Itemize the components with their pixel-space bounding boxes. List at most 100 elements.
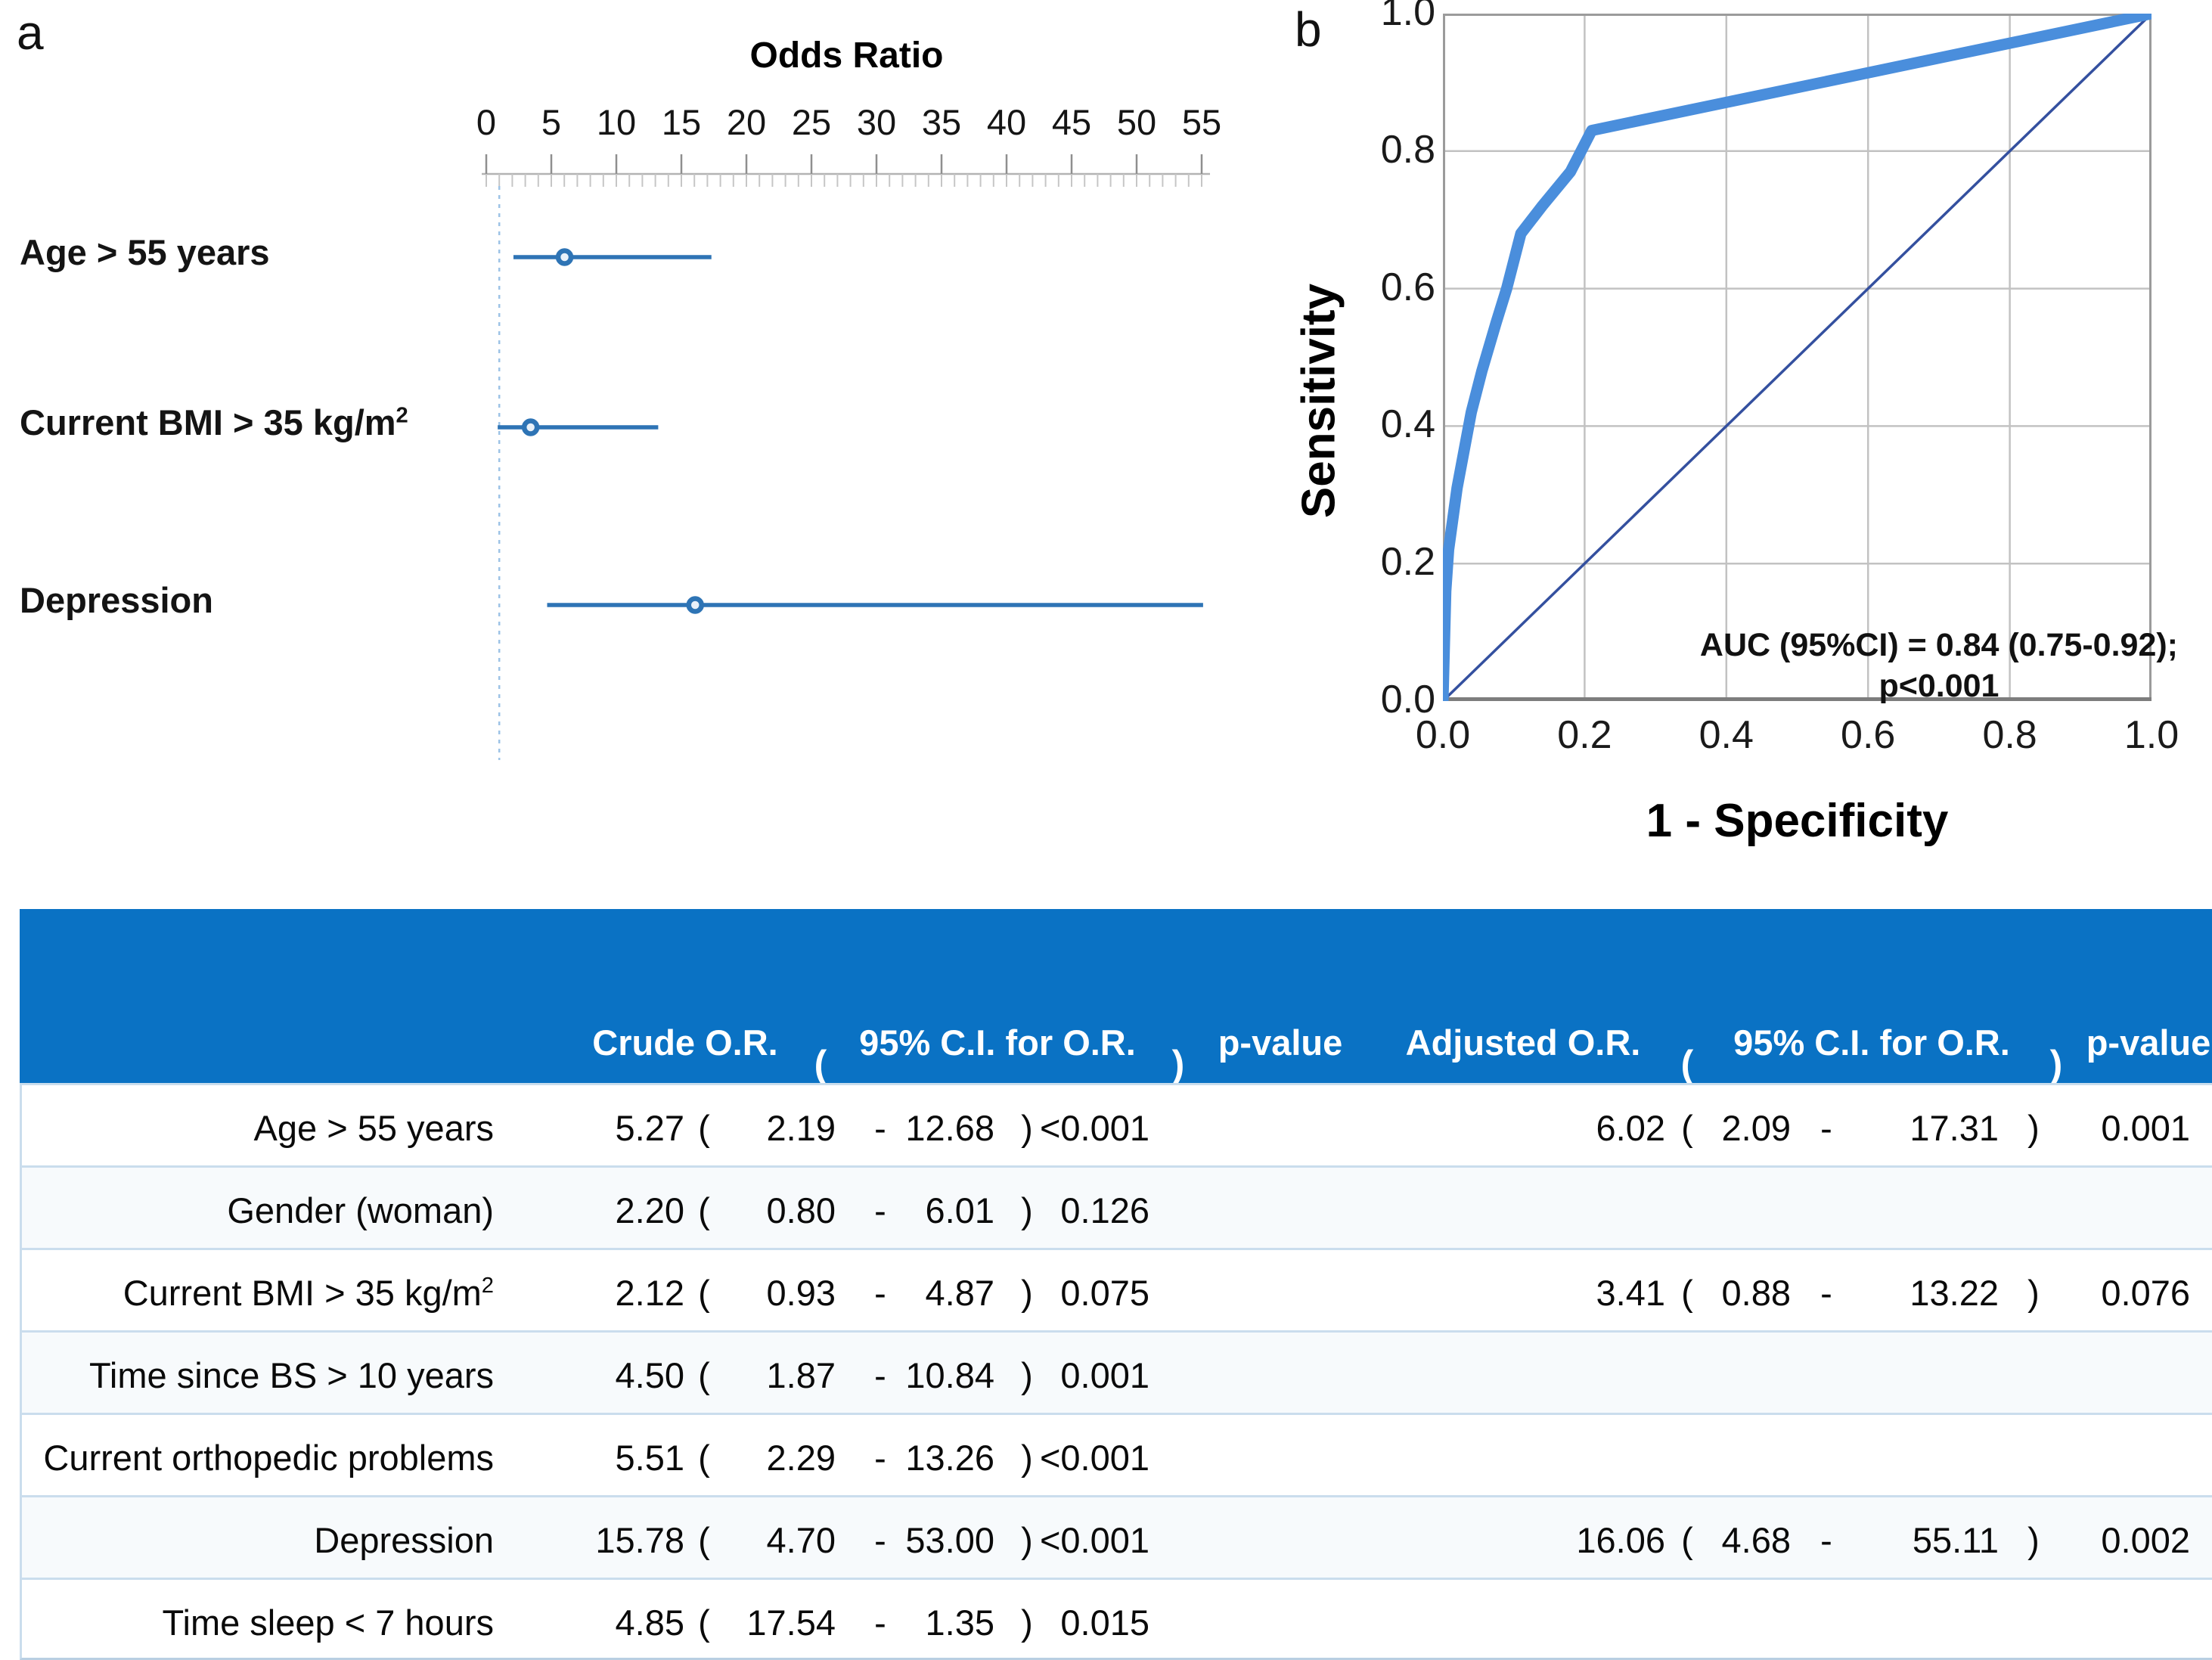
cell-adj-ci-low: 0.88 xyxy=(1721,1272,1791,1313)
header-crude-or: Crude O.R. xyxy=(592,1022,778,1063)
cell-paren-close: ) xyxy=(1021,1190,1033,1230)
cell-adj-ci-dash: - xyxy=(1820,1519,1832,1560)
cell-adjusted-or: 16.06 xyxy=(1576,1519,1665,1560)
cell-paren-open: ( xyxy=(698,1107,710,1148)
panel-a-label: a xyxy=(17,5,44,60)
cell-crude-or: 2.20 xyxy=(615,1190,684,1230)
cell-ci-dash: - xyxy=(874,1437,886,1478)
cell-row-label: Depression xyxy=(314,1519,494,1560)
forest-tick-label: 0 xyxy=(476,102,497,142)
forest-tick-label: 35 xyxy=(921,102,962,142)
cell-paren-close: ) xyxy=(1021,1107,1033,1148)
roc-plot-canvas xyxy=(1443,14,2152,701)
forest-tick-label: 10 xyxy=(596,102,637,142)
cell-adj-ci-high: 17.31 xyxy=(1910,1107,1999,1148)
cell-ci-low: 2.19 xyxy=(766,1107,836,1148)
header-adjusted-or: Adjusted O.R. xyxy=(1405,1022,1641,1063)
results-table-body: Age > 55 years 5.27(2.19-12.68) <0.001 6.02… xyxy=(20,1083,2212,1660)
cell-paren-open: ( xyxy=(698,1437,710,1478)
table-row: Time sleep < 7 hours 4.85 (17.54-1.35) 0.01… xyxy=(22,1578,2212,1658)
roc-x-tick-label: 0.6 xyxy=(1841,713,1896,757)
header-p-value-2: p-value xyxy=(2086,1022,2211,1063)
roc-y-tick-label: 0.8 xyxy=(1380,127,1435,172)
cell-paren-open: ( xyxy=(698,1602,710,1643)
cell-ci-high: 1.35 xyxy=(925,1602,994,1643)
cell-crude-or: 5.27 xyxy=(615,1107,684,1148)
header-paren-open-2: ( xyxy=(1680,1043,1694,1085)
cell-p-value: <0.001 xyxy=(1039,1107,1149,1148)
cell-ci-high: 10.84 xyxy=(905,1354,994,1395)
cell-paren-open: ( xyxy=(698,1519,710,1560)
roc-y-tick-label: 0.2 xyxy=(1380,540,1435,585)
roc-x-tick-label: 0.8 xyxy=(1982,713,2037,757)
roc-y-axis-title: Sensitivity xyxy=(1292,283,1345,519)
cell-ci-low: 1.87 xyxy=(766,1354,836,1395)
forest-tick-label: 55 xyxy=(1181,102,1222,142)
header-paren-open-1: ( xyxy=(814,1043,827,1085)
cell-adj-ci-dash: - xyxy=(1820,1107,1832,1148)
cell-paren-close: ) xyxy=(1021,1354,1033,1395)
roc-curve xyxy=(1443,14,2152,701)
cell-adj-p-value: 0.076 xyxy=(2101,1272,2190,1313)
cell-adj-ci-high: 13.22 xyxy=(1910,1272,1999,1313)
cell-row-label: Current BMI > 35 kg/m2 xyxy=(123,1272,494,1313)
cell-p-value: 0.001 xyxy=(1060,1354,1149,1395)
cell-ci-dash: - xyxy=(874,1519,886,1560)
cell-ci-high: 4.87 xyxy=(925,1272,994,1313)
roc-x-tick-label: 0.0 xyxy=(1415,713,1471,757)
cell-row-label: Time since BS > 10 years xyxy=(88,1354,494,1395)
cell-crude-or: 4.85 xyxy=(615,1602,684,1643)
cell-adjusted-or: 6.02 xyxy=(1596,1107,1665,1148)
cell-adj-paren-open: ( xyxy=(1681,1272,1693,1313)
forest-row-label: Current BMI > 35 kg/m2 xyxy=(20,402,408,443)
table-row: Depression 15.78(4.70-53.00) <0.001 16.06(4… xyxy=(22,1495,2212,1578)
cell-ci-dash: - xyxy=(874,1190,886,1230)
cell-ci-high: 13.26 xyxy=(905,1437,994,1478)
cell-ci-dash: - xyxy=(874,1602,886,1643)
cell-adj-ci-low: 4.68 xyxy=(1721,1519,1791,1560)
table-row: Current BMI > 35 kg/m2 2.12(0.93-4.87) 0.0… xyxy=(22,1248,2212,1330)
forest-or-marker xyxy=(555,248,574,266)
cell-adj-paren-close: ) xyxy=(2027,1272,2040,1313)
forest-row-label-text: Depression xyxy=(20,580,213,620)
table-header: Crude O.R. ( 95% C.I. for O.R. ) p-value… xyxy=(20,909,2212,1085)
auc-annotation-line2: p<0.001 xyxy=(1878,668,1999,704)
cell-ci-low: 0.80 xyxy=(766,1190,836,1230)
cell-row-label: Time sleep < 7 hours xyxy=(162,1602,494,1643)
cell-adj-ci-low: 2.09 xyxy=(1721,1107,1791,1148)
roc-x-tick-label: 0.2 xyxy=(1557,713,1612,757)
cell-paren-open: ( xyxy=(698,1272,710,1313)
header-paren-close-1: ) xyxy=(1171,1043,1185,1085)
cell-crude-or: 5.51 xyxy=(615,1437,684,1478)
cell-p-value: 0.015 xyxy=(1060,1602,1149,1643)
header-ci-2: 95% C.I. for O.R. xyxy=(1733,1022,2010,1063)
cell-p-value: 0.075 xyxy=(1060,1272,1149,1313)
forest-or-marker xyxy=(686,596,704,614)
cell-ci-high: 6.01 xyxy=(925,1190,994,1230)
cell-adj-paren-open: ( xyxy=(1681,1519,1693,1560)
forest-tick-label: 50 xyxy=(1116,102,1157,142)
forest-tick-label: 30 xyxy=(856,102,897,142)
forest-axis-title: Odds Ratio xyxy=(749,36,944,76)
header-paren-close-2: ) xyxy=(2049,1043,2063,1085)
forest-tick-label: 25 xyxy=(791,102,832,142)
forest-row-label: Age > 55 years xyxy=(20,231,270,273)
cell-ci-low: 17.54 xyxy=(746,1602,836,1643)
cell-row-label: Current orthopedic problems xyxy=(43,1437,494,1478)
cell-adjusted-or: 3.41 xyxy=(1596,1272,1665,1313)
cell-ci-dash: - xyxy=(874,1272,886,1313)
cell-adj-paren-close: ) xyxy=(2027,1107,2040,1148)
forest-tick-label: 45 xyxy=(1051,102,1092,142)
roc-reference-diagonal xyxy=(1443,14,2152,701)
cell-paren-open: ( xyxy=(698,1354,710,1395)
cell-crude-or: 4.50 xyxy=(615,1354,684,1395)
header-p-value-1: p-value xyxy=(1218,1022,1343,1063)
cell-paren-close: ) xyxy=(1021,1519,1033,1560)
cell-ci-dash: - xyxy=(874,1354,886,1395)
cell-row-label: Age > 55 years xyxy=(253,1107,494,1148)
table-row: Gender (woman) 2.20 (0.80-6.01) 0.126 xyxy=(22,1165,2212,1248)
cell-paren-open: ( xyxy=(698,1190,710,1230)
forest-tick-label: 5 xyxy=(541,102,562,142)
cell-ci-low: 0.93 xyxy=(766,1272,836,1313)
forest-row-label-text: Current BMI > 35 kg/m xyxy=(20,402,396,442)
